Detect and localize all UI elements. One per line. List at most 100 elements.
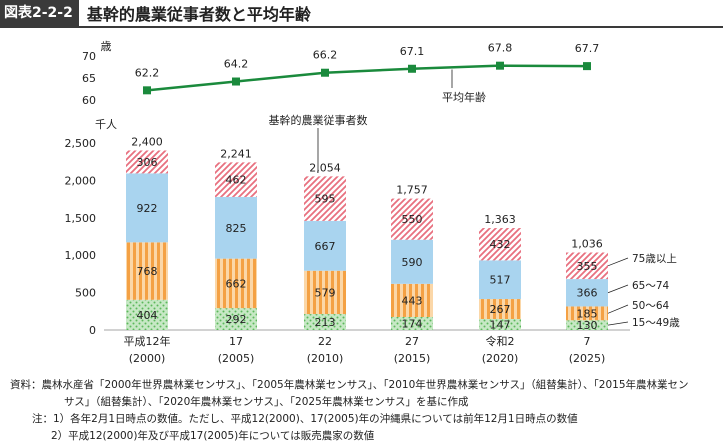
bar-total-label: 1,363 [484, 213, 516, 226]
legend-leader [607, 304, 629, 314]
bar-segment-age15_49 [479, 319, 521, 330]
bar-ytick-label: 1,000 [65, 249, 97, 262]
bar-segment-age75 [566, 252, 608, 280]
bar-category-label: 平成12年 [124, 334, 171, 348]
bar-segment-age75 [215, 162, 257, 197]
legend-leader [607, 321, 629, 326]
bar-segment-label: 267 [490, 303, 511, 316]
bar-segment-age50_64 [479, 299, 521, 320]
average-age-data-label: 64.2 [224, 58, 249, 71]
bar-segment-label: 825 [226, 222, 247, 235]
average-age-data-label: 67.8 [488, 42, 513, 55]
bar-segment-label: 590 [402, 256, 423, 269]
bar-ytick-label: 500 [75, 287, 96, 300]
bar-segment-label: 550 [402, 213, 423, 226]
figure-label: 図表2-2-2 [0, 0, 79, 26]
bar-category-label: 27 [405, 335, 419, 348]
bar-segment-age50_64 [566, 306, 608, 321]
bar-ytick-label: 1,500 [65, 212, 97, 225]
legend-label-age50_64: 50～64 [632, 300, 670, 312]
bar-segment-age65_74 [304, 220, 346, 271]
bar-chart-title: 基幹的農業従事者数 [269, 113, 368, 127]
bar-total-label: 1,036 [571, 238, 603, 251]
bar-category-label: 7 [584, 335, 591, 348]
title-rule [0, 26, 723, 28]
average-age-marker [408, 64, 416, 73]
bar-total-label: 2,054 [309, 161, 341, 174]
bar-segment-age65_74 [391, 239, 433, 284]
bar-year-label: (2000) [129, 352, 166, 365]
bar-segment-label: 462 [226, 174, 247, 187]
bar-segment-label: 595 [315, 193, 336, 206]
bar-segment-label: 355 [577, 260, 598, 273]
bar-segment-age75 [391, 198, 433, 240]
average-age-data-label: 67.1 [400, 45, 425, 58]
bar-segment-label: 130 [577, 319, 598, 332]
bar-year-label: (2020) [482, 352, 519, 365]
bar-segment-age15_49 [215, 308, 257, 330]
bar-segment-label: 185 [577, 307, 598, 320]
bar-category-label: 17 [229, 335, 243, 348]
average-age-marker [496, 61, 504, 70]
line-ytick-label: 70 [82, 50, 96, 63]
bar-segment-age50_64 [215, 258, 257, 309]
bar-segment-label: 662 [226, 277, 247, 290]
bar-ytick-label: 0 [89, 324, 96, 337]
note-2: 2）平成12(2000)年及び平成17(2005)年については販売農家の数値 [51, 430, 375, 442]
bar-segment-label: 922 [137, 202, 158, 215]
bar-segment-age75 [126, 150, 168, 174]
bar-segment-age75 [479, 228, 521, 261]
line-unit-label: 歳 [101, 40, 112, 53]
line-ytick-label: 65 [82, 72, 96, 85]
bar-segment-age15_49 [126, 299, 168, 330]
bar-segment-label: 667 [315, 240, 336, 253]
bar-segment-age65_74 [479, 260, 521, 300]
average-age-marker [232, 77, 240, 86]
bar-segment-label: 404 [137, 309, 158, 322]
bar-category-label: 22 [318, 335, 332, 348]
average-age-series-label: 平均年齢 [442, 90, 486, 104]
bar-segment-label: 517 [490, 274, 511, 287]
legend-leader [607, 257, 629, 267]
legend-leader [607, 284, 629, 294]
figure-title: 基幹的農業従事者数と平均年齢 [86, 5, 311, 24]
legend-label-age75: 75歳以上 [632, 253, 677, 265]
bar-segment-label: 366 [577, 287, 598, 300]
average-age-marker [321, 68, 329, 77]
bar-segment-age65_74 [215, 196, 257, 259]
bar-chart: 千人 0 500 1,000 1,500 2,000 2,500 404 768 922 306 2,… [65, 113, 681, 365]
bar-total-label: 2,241 [220, 147, 252, 160]
bar-segment-age50_64 [126, 242, 168, 300]
bar-segment-age50_64 [304, 270, 346, 315]
bar-segment-label: 174 [402, 317, 423, 330]
bar-year-label: (2025) [569, 352, 606, 365]
source-note: 資料：農林水産省「2000年世界農林業センサス」、「2005年農林業センサス」、… [10, 379, 689, 391]
bar-unit-label: 千人 [95, 118, 117, 131]
bar-segment-age15_49 [566, 320, 608, 330]
bar-segment-label: 213 [315, 316, 336, 329]
bar-segment-label: 443 [402, 294, 423, 307]
note-1: 注：1）各年2月1日時点の数値。ただし、平成12(2000)、17(2005)年… [32, 413, 578, 425]
average-age-marker [583, 62, 591, 71]
chart-area: 歳 60 65 70 62.2 64.2 66.2 67.1 67.8 67.7 平均年齢 千人 0 5… [65, 40, 681, 365]
bar-segment-label: 579 [315, 286, 336, 299]
bar-year-label: (2005) [218, 352, 255, 365]
bar-segment-age50_64 [391, 283, 433, 317]
legend-label-age15_49: 15～49歳 [632, 317, 680, 329]
line-ytick-label: 60 [82, 94, 96, 107]
bar-segment-label: 292 [226, 313, 247, 326]
average-age-marker [143, 86, 151, 95]
bar-segment-age15_49 [304, 314, 346, 330]
bar-segment-label: 768 [137, 265, 158, 278]
bar-segment-age15_49 [391, 316, 433, 330]
figure-header: 図表2-2-2 基幹的農業従事者数と平均年齢 [0, 0, 311, 26]
line-chart: 歳 60 65 70 62.2 64.2 66.2 67.1 67.8 67.7 平均年齢 [82, 40, 599, 107]
bar-ytick-label: 2,000 [65, 174, 97, 187]
source-note-cont: サス」（組替集計）、「2020年農林業センサス」、「2025年農林業センサス」を… [64, 396, 469, 408]
bar-segment-label: 432 [490, 238, 511, 251]
legend-label-age65_74: 65～74 [632, 280, 670, 292]
bar-segment-age65_74 [566, 279, 608, 307]
average-age-data-label: 67.7 [575, 42, 600, 55]
notes: 資料：農林水産省「2000年世界農林業センサス」、「2005年農林業センサス」、… [10, 377, 715, 445]
bar-segment-label: 147 [490, 319, 511, 332]
